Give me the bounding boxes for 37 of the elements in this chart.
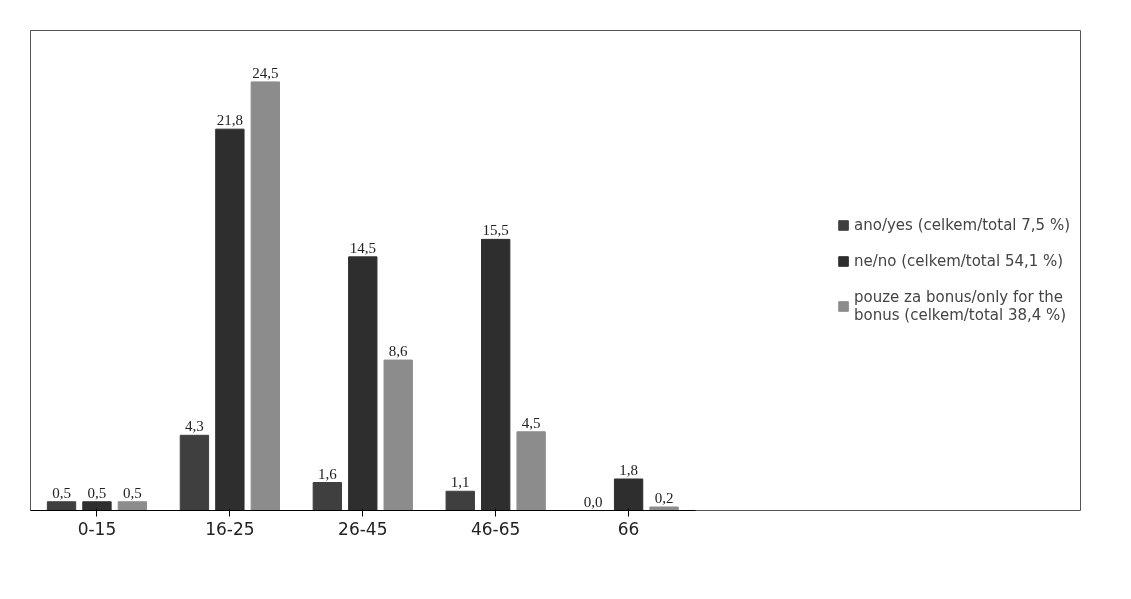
bar (481, 238, 511, 511)
x-tick-label: 16-25 (205, 518, 255, 539)
bar (215, 128, 245, 511)
data-label: 15,5 (482, 222, 509, 239)
data-label: 0,5 (52, 484, 71, 501)
data-label: 1,8 (619, 462, 638, 479)
legend-label: ano/yes (celkem/total 7,5 %) (854, 216, 1070, 234)
data-label: 1,1 (450, 474, 470, 491)
bar (649, 506, 679, 511)
data-label: 14,5 (349, 239, 376, 256)
data-label: 4,5 (521, 414, 541, 431)
bar (383, 359, 413, 511)
data-label: 21,8 (216, 112, 243, 129)
data-label: 8,6 (388, 343, 409, 360)
data-label: 0,5 (123, 484, 142, 501)
bar (117, 501, 148, 511)
data-label: 0,5 (87, 484, 107, 501)
bar (445, 490, 475, 511)
bar (46, 501, 77, 511)
data-label: 0,0 (583, 493, 603, 510)
data-label: 4,3 (185, 418, 204, 435)
bar (82, 501, 112, 511)
x-tick-label: 0-15 (77, 518, 117, 539)
bar (179, 434, 210, 511)
bar (516, 431, 546, 511)
x-tick-label: 66 (617, 518, 640, 539)
bar (613, 478, 644, 511)
data-label: 0,2 (654, 490, 674, 506)
bar (250, 81, 280, 511)
legend-label: pouze za bonus/only for the bonus (celkem/total 38,4 %) (854, 288, 1067, 324)
data-label: 1,6 (317, 465, 338, 482)
x-tick-label: 26-45 (338, 518, 388, 539)
legend-label: ne/no (celkem/total 54,1 %) (854, 252, 1064, 270)
x-tick-label: 46-65 (470, 518, 521, 539)
data-label: 24,5 (252, 64, 279, 81)
bar (348, 256, 378, 511)
bar (312, 482, 343, 511)
